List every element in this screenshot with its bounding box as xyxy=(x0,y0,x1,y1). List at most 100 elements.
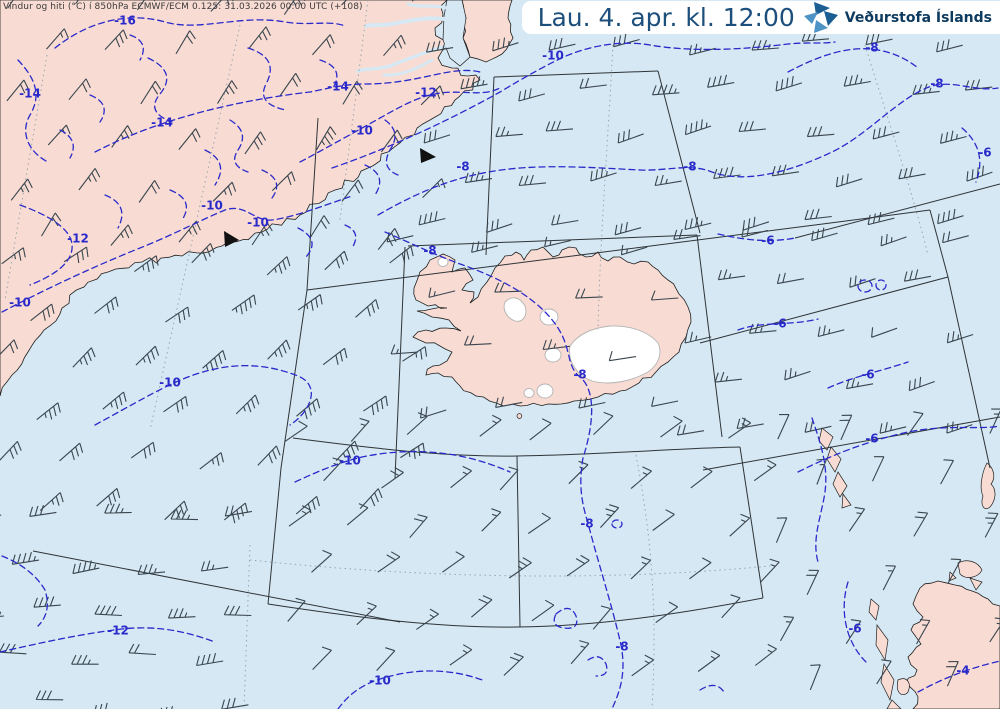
wind-barb xyxy=(356,601,377,626)
wind-barb xyxy=(760,558,780,583)
wind-barb xyxy=(35,690,64,701)
wind-barb xyxy=(0,643,27,655)
wind-barb xyxy=(939,130,967,144)
wind-barb xyxy=(608,350,637,362)
domain-boundary xyxy=(657,70,701,234)
wind-barb xyxy=(140,80,162,105)
wind-barb xyxy=(419,406,447,419)
front-marker-layer xyxy=(224,148,436,247)
wind-barb xyxy=(251,222,273,246)
wind-barb xyxy=(191,243,215,264)
graticule-line xyxy=(4,54,48,301)
wind-barb xyxy=(212,181,237,202)
wind-barb xyxy=(425,40,454,53)
isotherm-label: -8 xyxy=(930,77,943,91)
wind-barb xyxy=(845,619,862,644)
front-marker xyxy=(224,231,239,247)
isotherm-line xyxy=(294,450,511,483)
wind-barb xyxy=(631,654,654,677)
wind-barb xyxy=(383,34,406,57)
islet xyxy=(841,493,852,509)
wind-barb xyxy=(0,441,22,461)
islet xyxy=(516,413,523,419)
domain-boundary xyxy=(306,209,931,291)
islet xyxy=(897,678,910,695)
wind-barb xyxy=(110,224,133,246)
wind-barb xyxy=(376,647,396,671)
wind-barb xyxy=(418,211,446,226)
wind-barb xyxy=(244,131,266,155)
wind-barb xyxy=(78,168,101,191)
isotherm-line xyxy=(811,417,827,563)
isotherm-line xyxy=(331,41,836,169)
wind-barb xyxy=(707,74,735,88)
wind-barb xyxy=(68,78,91,101)
wind-barb xyxy=(199,452,224,470)
wind-barb xyxy=(377,551,401,573)
isotherm-line xyxy=(299,87,501,163)
wind-barb xyxy=(843,74,871,87)
glacier xyxy=(523,388,535,398)
wind-barb xyxy=(267,339,291,360)
wind-barb xyxy=(684,216,712,231)
wind-barb xyxy=(492,37,519,52)
isotherm-line xyxy=(1,195,353,313)
wind-barb xyxy=(578,397,606,409)
wind-barb xyxy=(165,306,190,324)
wind-barb xyxy=(984,512,999,538)
wind-barb xyxy=(30,303,55,322)
isotherm-label: -12 xyxy=(415,86,437,100)
islet xyxy=(832,471,848,498)
islet xyxy=(969,577,983,591)
isotherm-line xyxy=(787,48,919,73)
isotherm-line xyxy=(337,670,486,709)
isotherm-line xyxy=(384,119,399,176)
wind-barb xyxy=(235,394,260,415)
isotherm-line xyxy=(364,164,381,196)
glacier xyxy=(536,383,554,399)
wind-barb xyxy=(518,88,545,102)
domain-boundary xyxy=(407,234,698,247)
wind-barb xyxy=(651,84,680,96)
wind-barb xyxy=(178,220,201,243)
pinwheel-logo-icon xyxy=(803,2,838,33)
wind-barb xyxy=(316,126,337,151)
isotherm-label: -16 xyxy=(114,14,136,28)
wind-barb xyxy=(880,234,907,247)
isotherm-line xyxy=(319,59,338,89)
isotherm-line xyxy=(857,279,873,293)
domain-boundary xyxy=(696,234,723,438)
wind-barb xyxy=(531,599,555,622)
isotherm-line xyxy=(917,660,1000,693)
wind-barb xyxy=(1,247,26,265)
isotherm-label: -6 xyxy=(848,622,861,636)
isotherm-line xyxy=(229,119,249,173)
wind-barb xyxy=(936,39,963,53)
wind-barb xyxy=(136,0,156,11)
wind-barb xyxy=(104,29,128,50)
isotherm-label: -10 xyxy=(201,199,223,213)
isotherm-line xyxy=(297,227,313,259)
wind-barb xyxy=(102,391,127,410)
wind-barb xyxy=(592,605,612,630)
wind-barb xyxy=(428,287,456,298)
wind-barb xyxy=(200,560,229,572)
domain-boundary xyxy=(794,183,1000,239)
landmass-greenland xyxy=(0,0,481,397)
wind-barb xyxy=(617,129,644,144)
wind-barb xyxy=(167,608,196,619)
wind-barb xyxy=(324,250,349,271)
isotherm-line xyxy=(1,555,48,627)
wind-barb xyxy=(342,80,363,105)
wind-barb xyxy=(689,43,716,56)
wind-barb xyxy=(817,325,845,338)
wind-barb xyxy=(223,605,252,617)
wind-barb xyxy=(650,290,679,301)
wind-barb xyxy=(423,129,451,144)
front-marker xyxy=(420,148,436,163)
wind-barb xyxy=(848,506,866,532)
wind-barb xyxy=(389,245,414,264)
wind-barb xyxy=(248,26,271,49)
wind-barb xyxy=(138,180,161,203)
